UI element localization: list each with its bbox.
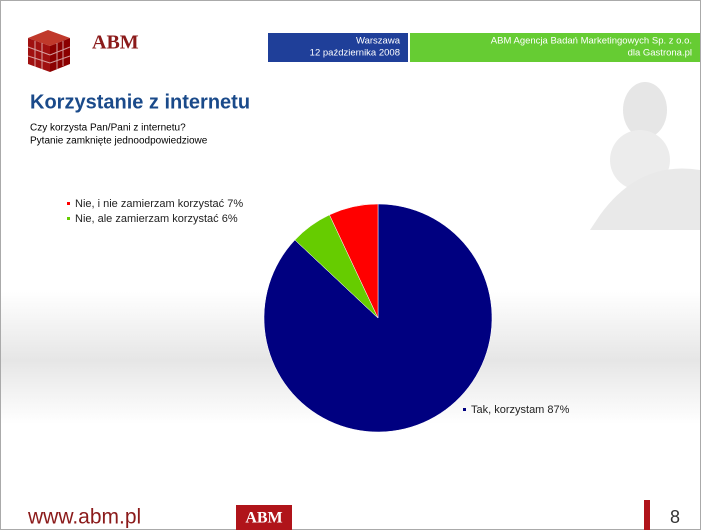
- subtitle: Czy korzysta Pan/Pani z internetu?: [30, 123, 186, 134]
- logo-text: ABM: [92, 32, 139, 54]
- slice-label: Nie, ale zamierzam korzystać 6%: [75, 213, 238, 225]
- logo-icon: [27, 30, 71, 72]
- slice-name: Tak, korzystam: [471, 404, 544, 416]
- slice-label: Tak, korzystam 87%: [471, 404, 570, 416]
- subtitle: Pytanie zamknięte jednoodpowiedziowe: [30, 136, 208, 147]
- legend-marker: [67, 217, 70, 220]
- page-number: 8: [670, 507, 680, 527]
- company: ABM Agencja Badań Marketingowych Sp. z o…: [491, 36, 692, 47]
- slice-name: Nie, ale zamierzam korzystać: [75, 213, 219, 225]
- slice-name: Nie, i nie zamierzam korzystać: [75, 198, 225, 210]
- date: 12 października 2008: [310, 48, 400, 59]
- slice-label: Nie, i nie zamierzam korzystać 7%: [75, 198, 243, 210]
- footer-logo-box: [236, 505, 292, 530]
- chef-image: [590, 82, 700, 230]
- header-box: [410, 33, 700, 62]
- slice-value: 87%: [547, 404, 569, 416]
- chart-title: Korzystanie z internetu: [30, 91, 250, 113]
- location: Warszawa: [356, 36, 401, 47]
- footer-url: www.abm.pl: [27, 506, 141, 529]
- header-box: [268, 33, 408, 62]
- slice-value: 6%: [222, 213, 238, 225]
- slice-value: 7%: [227, 198, 243, 210]
- pie-slice: [329, 203, 379, 319]
- legend-marker: [463, 408, 466, 411]
- client: dla Gastrona.pl: [628, 48, 692, 59]
- pie: [263, 203, 493, 433]
- legend-marker: [67, 202, 70, 205]
- footer-logo: ABM: [245, 510, 282, 527]
- page-bar: [644, 500, 650, 530]
